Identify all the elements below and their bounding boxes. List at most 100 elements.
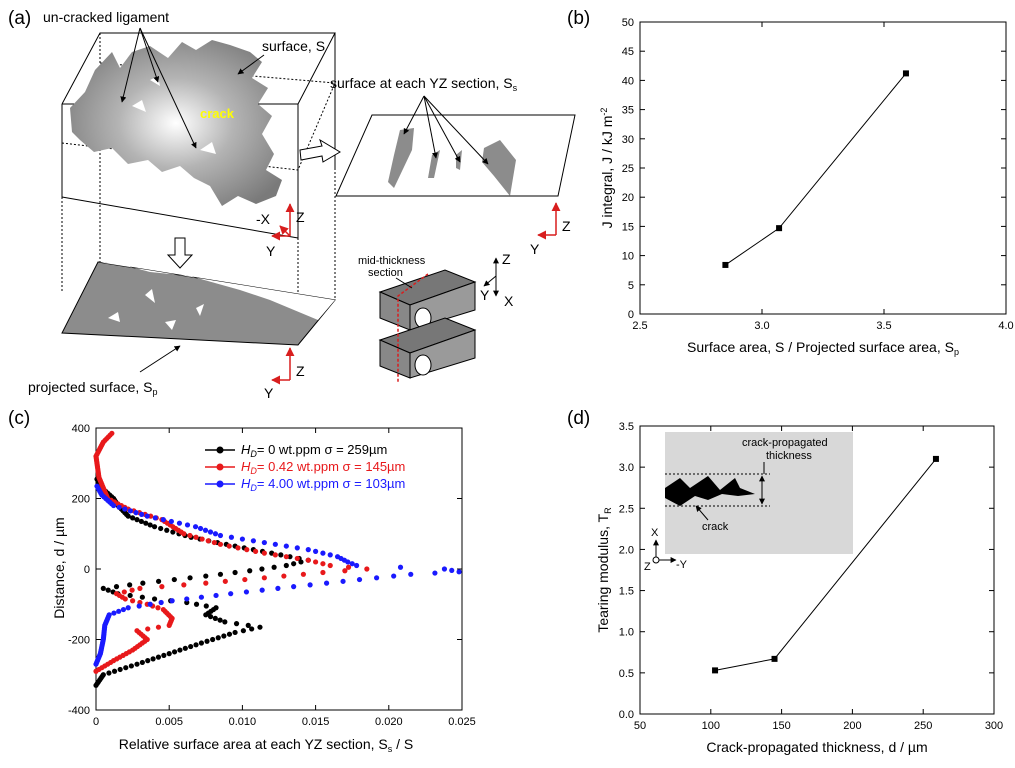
chart-c-point [250, 538, 256, 544]
chart-c-point [305, 557, 311, 563]
c-ytick-label: 200 [72, 494, 90, 506]
b-xtick-label: 4.0 [998, 320, 1013, 332]
chart-c-point [111, 610, 117, 616]
chart-c-point [226, 543, 232, 549]
chart-d-inset: crack-propagated thickness crack X Z -Y [644, 432, 853, 573]
chart-c-point [127, 508, 134, 514]
ct-specimen [378, 269, 477, 382]
d-ytick-label: 3.0 [619, 462, 634, 474]
chart-c-point [128, 663, 134, 669]
chart-c-point [222, 578, 228, 584]
chart-b-frame [639, 21, 1007, 315]
chart-c-series-2 [93, 483, 462, 667]
chart-c-point [261, 550, 267, 556]
panel-c-label: (c) [8, 408, 30, 429]
b-ytick-label: 30 [622, 134, 634, 146]
d-ytick-label: 0.5 [619, 668, 634, 680]
chart-c-point [117, 666, 123, 673]
chart-c-point [397, 564, 404, 570]
chart-c-point [300, 571, 306, 577]
chart-c-yticks: -400 -200 0 200 400 [68, 423, 462, 717]
box-axes [271, 203, 295, 241]
proj-y-label: Y [264, 385, 274, 401]
chart-c-point [364, 566, 370, 572]
yz-section-plane [335, 114, 576, 197]
chart-d-point [712, 667, 719, 674]
section-surface-label: surface at each YZ section, Ss [330, 75, 518, 93]
chart-c-point [113, 584, 120, 590]
inset-x-label: X [651, 527, 659, 539]
chart-c-point [125, 605, 131, 611]
legend-var: H [241, 476, 251, 491]
c-xtick-label: 0.005 [155, 716, 183, 728]
chart-c-point [130, 515, 136, 521]
legend-marker [216, 446, 224, 454]
chart-c-point [169, 598, 175, 604]
c-xtick-label: 0.010 [229, 716, 257, 728]
chart-b-point [902, 70, 909, 77]
chart-c-point [275, 585, 281, 591]
chart-c-point [106, 612, 112, 618]
legend-entry: HD= 0 wt.ppm σ = 259µm [241, 442, 387, 459]
chart-c-point [313, 548, 319, 554]
chart-c-point [116, 504, 122, 510]
chart-c-point [327, 552, 333, 558]
chart-c-point [213, 605, 219, 611]
chart-c-point [166, 651, 172, 657]
chart-c-point [188, 643, 194, 650]
chart-c-point [287, 554, 293, 560]
chart-c-marks [93, 430, 462, 688]
chart-c-point [456, 569, 462, 575]
chart-c-point [197, 525, 204, 532]
panel-c: (c) 0 0.005 0.010 0.015 0.020 0.025 -400-2000… [8, 408, 476, 754]
chart-c-point [184, 522, 191, 528]
chart-c-point [283, 554, 289, 560]
chart-c-point [139, 511, 145, 517]
chart-c-point [158, 525, 164, 532]
panel-b: (b) 2.5 3.0 3.5 4.0 0 5 10 15 20 25 30 35 40 45 50 Su… [567, 8, 1014, 357]
c-ytick-label: 0 [84, 564, 90, 576]
axis-z-label: Z [296, 209, 305, 225]
chart-c-point [215, 635, 221, 641]
chart-c-point [193, 642, 199, 648]
d-ytick-label: 1.5 [619, 586, 634, 598]
chart-c-point [342, 568, 348, 574]
chart-c-point [281, 573, 287, 579]
b-xtick-label: 2.5 [632, 320, 647, 332]
proj-z-label: Z [296, 363, 305, 379]
chart-c-point [307, 582, 313, 588]
section-z-label: Z [562, 218, 571, 234]
chart-c-point [272, 552, 278, 558]
chart-c-point [245, 622, 251, 629]
chart-c-point [151, 524, 158, 530]
chart-c-point [129, 587, 135, 593]
panel-a-label: (a) [8, 8, 31, 29]
chart-c-point [283, 543, 289, 549]
yz-section-features [388, 128, 516, 196]
proj-axes [271, 347, 295, 385]
chart-c-point [164, 527, 170, 533]
b-ytick-label: 45 [622, 46, 634, 58]
chart-b-ylabel: J integral, J / kJ m-2 [599, 108, 615, 229]
chart-c-point [283, 562, 289, 569]
chart-c-point [137, 585, 143, 591]
chart-c-point [217, 541, 224, 547]
chart-c-point [176, 520, 183, 526]
chart-c-point [134, 628, 140, 634]
c-ytick-label: -400 [68, 705, 90, 717]
chart-c-point [182, 645, 188, 651]
d-ytick-label: 0.0 [619, 709, 634, 721]
section-label: section [368, 267, 403, 279]
chart-c-point [139, 594, 145, 600]
chart-c-point [211, 539, 217, 546]
chart-c-point [160, 606, 166, 613]
chart-c-point [327, 562, 333, 569]
chart-c-point [134, 517, 140, 523]
c-xtick-label: 0 [93, 716, 99, 728]
chart-c-point [305, 547, 311, 553]
b-ytick-label: 35 [622, 105, 634, 117]
chart-c-point [232, 629, 238, 636]
chart-c-point [212, 615, 218, 621]
chart-c-point [106, 670, 112, 676]
